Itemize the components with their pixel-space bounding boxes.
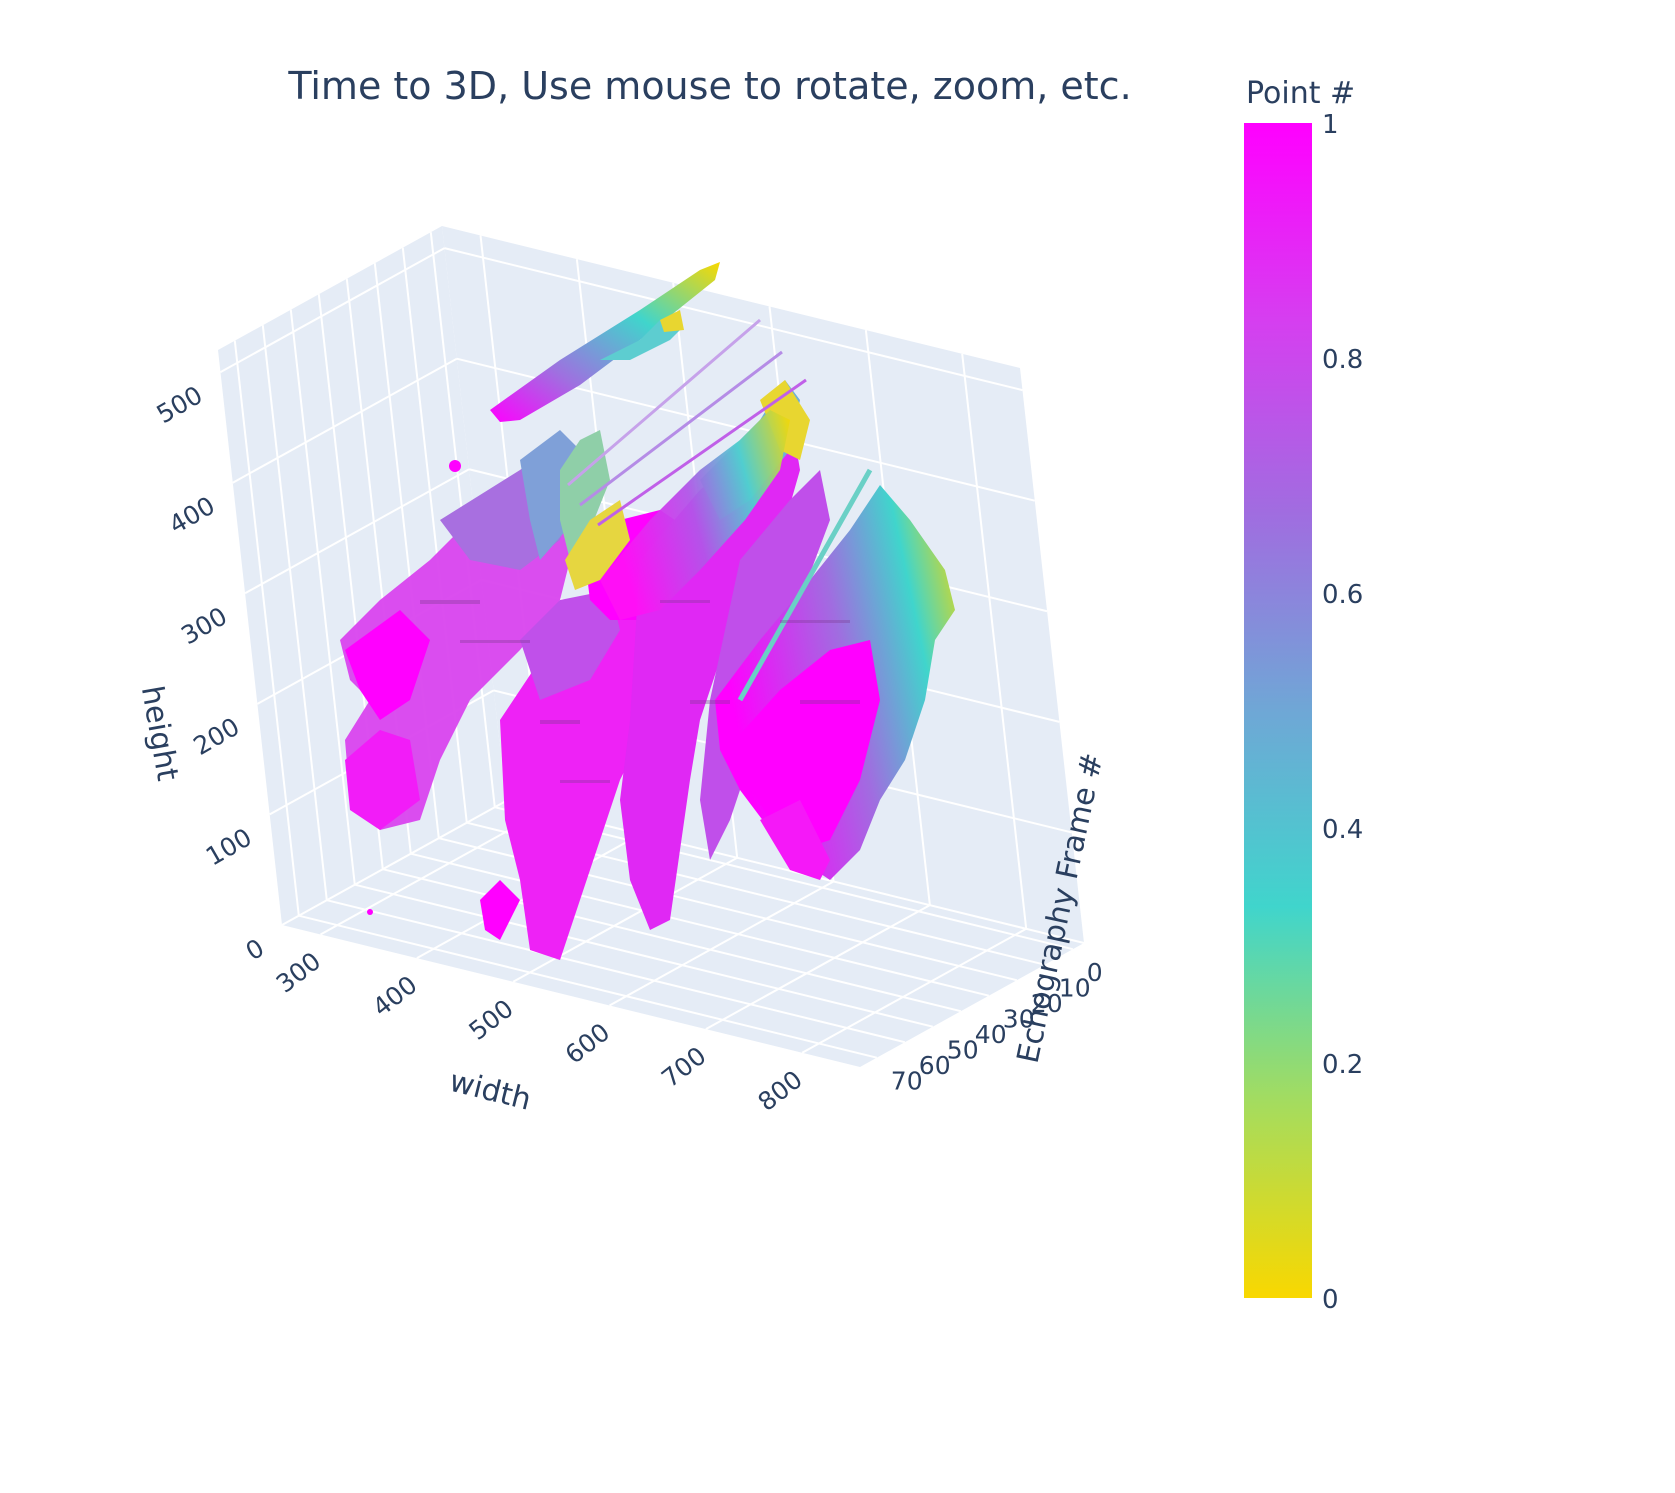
gridline-x-floor: [705, 904, 931, 1031]
gridline-x-back: [961, 353, 1028, 929]
colorbar: Point # 0 0.2 0.4 0.6 0.8 1: [1244, 76, 1363, 1315]
colorbar-tick-label: 1: [1322, 110, 1339, 140]
colorbar-bar: [1244, 123, 1312, 1298]
y-tick-label: 0: [1087, 958, 1103, 987]
gridline-y-left: [289, 309, 356, 885]
gridline-z-left: [232, 357, 458, 484]
point-cloud: [340, 262, 955, 960]
x-tick-label: 300: [271, 946, 326, 998]
x-tick-label: 500: [463, 994, 518, 1046]
z-tick-label: 500: [152, 380, 208, 429]
gridline-y-floor: [354, 883, 934, 1028]
gridline-x-floor: [801, 927, 1027, 1054]
y-tick-label: 40: [975, 1020, 1007, 1049]
colorbar-tick-label: 0.4: [1322, 815, 1363, 845]
gridline-y-floor: [298, 914, 878, 1059]
colorbar-title: Point #: [1246, 76, 1355, 111]
z-tick-label: 300: [176, 601, 232, 650]
gridline-z-back: [444, 247, 1023, 392]
y-tick-label: 20: [1031, 989, 1063, 1018]
gridline-x-floor: [320, 809, 546, 936]
y-tick-label: 60: [919, 1051, 951, 1080]
gridline-y-left: [261, 325, 328, 901]
gridline-z-left: [281, 800, 507, 926]
gridline-y-left: [233, 340, 300, 916]
gridline-y-floor: [382, 868, 962, 1013]
colorbar-tick-label: 0: [1322, 1285, 1339, 1315]
gridline-y-floor: [326, 899, 906, 1044]
chart-title: Time to 3D, Use mouse to rotate, zoom, e…: [288, 64, 1132, 108]
gridline-z-left: [244, 468, 470, 595]
x-axis-title: width: [446, 1064, 535, 1118]
gridline-x-floor: [512, 856, 738, 983]
z-tick-label: 100: [201, 823, 257, 872]
colorbar-tick-label: 0.6: [1322, 580, 1363, 610]
colorbar-tick-label: 0.2: [1322, 1050, 1363, 1080]
gridline-y-floor: [410, 852, 990, 997]
y-tick-label: 50: [947, 1036, 979, 1065]
gridline-z-left: [219, 247, 445, 373]
z-tick-label: 400: [164, 491, 220, 540]
floor-pane: [282, 801, 1084, 1067]
y-tick-label: 70: [891, 1067, 923, 1096]
x-tick-label: 700: [656, 1041, 711, 1093]
colorbar-tick-label: 0.8: [1322, 345, 1363, 375]
x-tick-label: 400: [367, 970, 422, 1022]
x-tick-label: 600: [560, 1017, 615, 1069]
x-tick-label: 800: [752, 1065, 807, 1117]
z-axis-title: height: [134, 683, 185, 783]
y-tick-label: 10: [1059, 974, 1091, 1003]
z-tick-label: 200: [189, 712, 245, 761]
y-tick-label: 30: [1003, 1005, 1035, 1034]
z-tick-label: 0: [241, 933, 269, 966]
gridline-x-floor: [609, 880, 835, 1007]
